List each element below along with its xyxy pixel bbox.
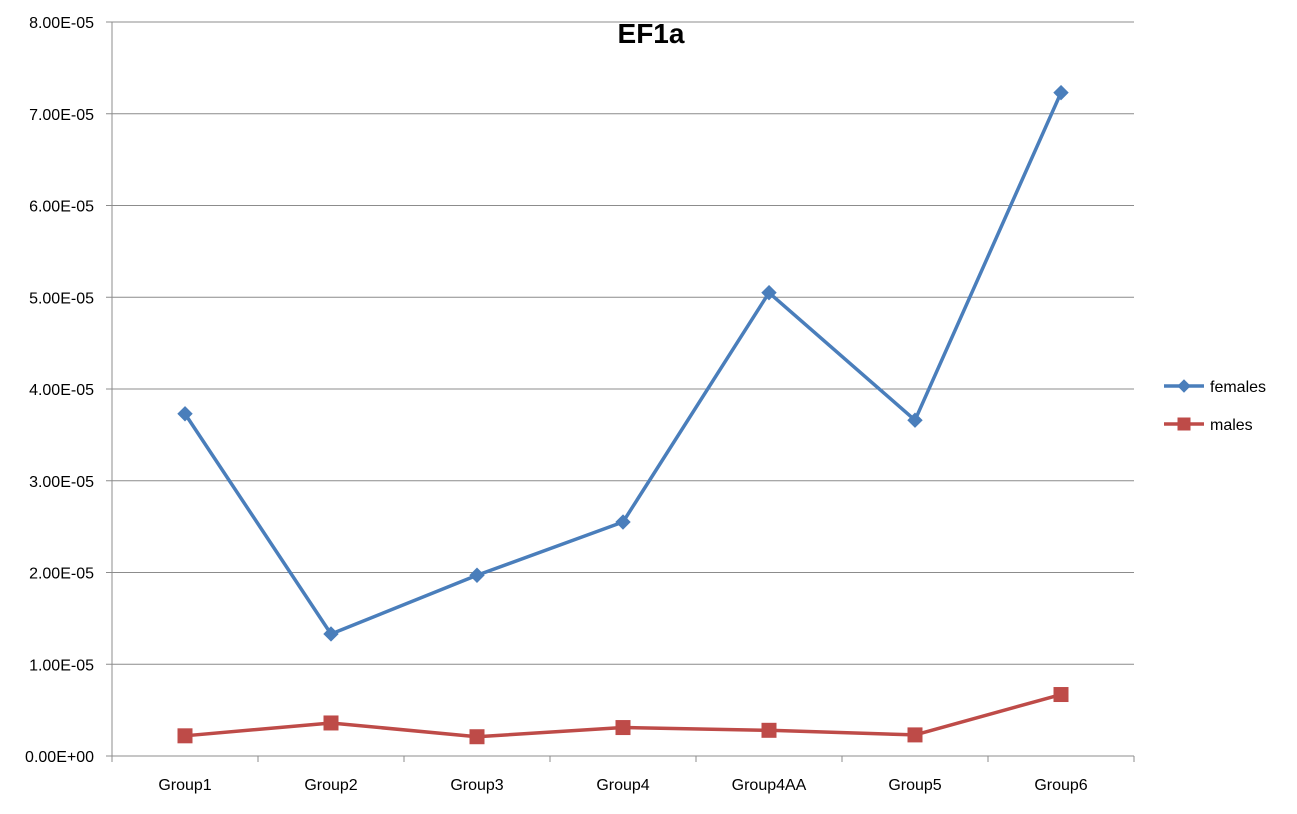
y-tick-label: 8.00E-05 [29, 15, 94, 32]
y-tick-label: 1.00E-05 [29, 657, 94, 674]
data-point-females [615, 514, 631, 530]
x-tick-label: Group3 [450, 777, 503, 794]
series-layer [177, 84, 1069, 745]
data-point-females [1053, 84, 1069, 101]
x-tick-label: Group1 [158, 777, 211, 794]
legend-marker [1177, 417, 1191, 431]
data-point-females [761, 284, 777, 301]
x-tick-label: Group2 [304, 777, 357, 794]
data-point-males [323, 715, 339, 731]
y-tick-label: 7.00E-05 [29, 107, 94, 124]
y-tick-label: 2.00E-05 [29, 566, 94, 583]
legend-item-females: females [1164, 379, 1266, 396]
y-tick-label: 4.00E-05 [29, 382, 94, 399]
y-tick-label: 5.00E-05 [29, 290, 94, 307]
axis-layer: 0.00E+00 1.00E-05 2.00E-05 3.00E-05 4.00E-05… [25, 15, 1135, 794]
legend-marker [1177, 379, 1191, 393]
data-point-males [761, 722, 777, 738]
x-tick-label: Group4 [596, 777, 649, 794]
series-females [177, 84, 1069, 642]
data-point-males [177, 728, 193, 744]
chart-title: EF1a [618, 18, 685, 49]
data-point-males [1053, 687, 1069, 703]
legend-label: males [1210, 417, 1253, 434]
x-tick-label: Group4AA [732, 777, 807, 794]
data-point-males [469, 729, 485, 745]
legend-label: females [1210, 379, 1266, 396]
data-point-females [469, 567, 485, 583]
x-tick-label: Group6 [1034, 777, 1087, 794]
data-point-females [177, 406, 193, 422]
y-tick-label: 6.00E-05 [29, 199, 94, 216]
y-tick-label: 0.00E+00 [25, 749, 94, 766]
legend: females males [1164, 379, 1266, 434]
grid-layer [112, 21, 1134, 665]
series-males [177, 687, 1069, 745]
y-tick-label: 3.00E-05 [29, 474, 94, 491]
data-point-males [907, 727, 923, 743]
legend-item-males: males [1164, 417, 1253, 434]
x-tick-label: Group5 [888, 777, 941, 794]
data-point-females [907, 412, 923, 428]
data-point-males [615, 720, 631, 736]
series-line-females [183, 91, 1063, 636]
data-point-females [323, 626, 339, 642]
